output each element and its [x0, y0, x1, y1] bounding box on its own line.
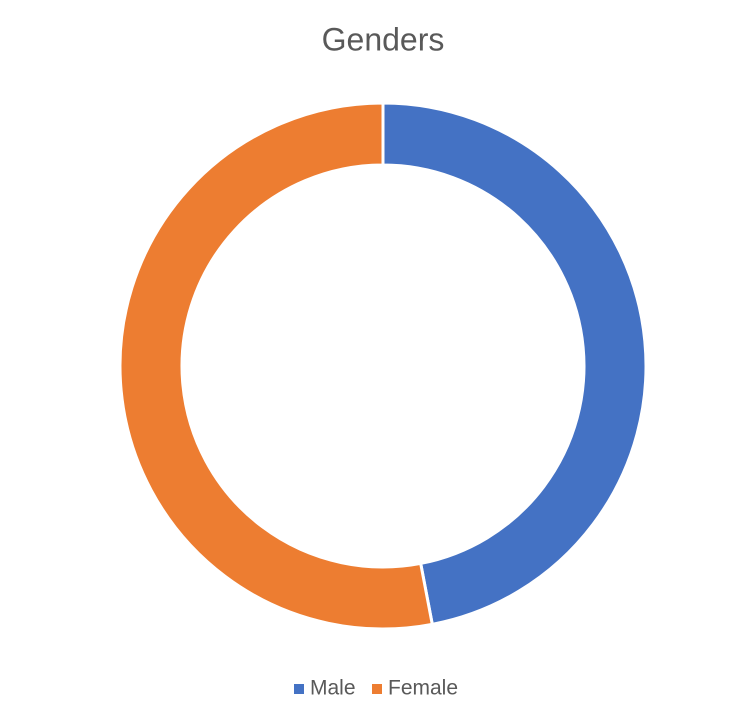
- legend-label: Female: [388, 677, 458, 700]
- legend-label: Male: [310, 677, 356, 700]
- legend-swatch: [372, 684, 382, 694]
- chart-title: Genders: [322, 21, 445, 57]
- slice: [381, 101, 648, 627]
- slice: [118, 101, 435, 631]
- legend-swatch: [294, 684, 304, 694]
